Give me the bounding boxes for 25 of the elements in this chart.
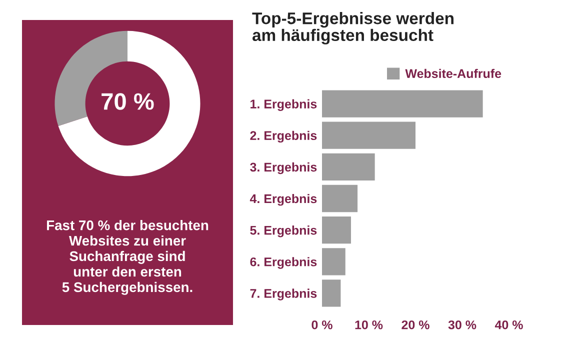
donut-slice xyxy=(58,30,200,176)
bar xyxy=(322,184,358,212)
bar xyxy=(322,216,351,244)
bar xyxy=(322,248,346,276)
y-tick-label: 6. Ergebnis xyxy=(250,257,317,269)
x-tick-label: 30 % xyxy=(448,320,476,330)
bar xyxy=(322,90,483,118)
y-tick-label: 1. Ergebnis xyxy=(250,99,317,111)
bar xyxy=(322,280,341,307)
x-tick-label: 10 % xyxy=(355,320,383,330)
legend-label: Website-Aufrufe xyxy=(405,68,502,78)
donut-slice xyxy=(54,30,128,126)
text: 70 % xyxy=(102,93,154,110)
bar xyxy=(322,122,416,149)
y-tick-label: 3. Ergebnis xyxy=(250,162,317,174)
y-tick-label: 2. Ergebnis xyxy=(250,130,317,143)
chart-title: Top-5-Ergebnisse werden am häufigsten besucht xyxy=(252,12,454,44)
y-tick-label: 4. Ergebnis xyxy=(250,194,317,206)
x-tick-label: 0 % xyxy=(312,320,332,330)
y-tick-label: 5. Ergebnis xyxy=(250,226,317,238)
y-tick-label: 7. Ergebnis xyxy=(250,288,317,300)
bar xyxy=(322,153,375,181)
x-tick-label: 40 % xyxy=(494,320,523,330)
text: Fast 70 % der besuchten Websites zu einer Suchanfrage sind unter den ersten 5 Suchergebnissen. xyxy=(47,220,208,295)
x-tick-label: 20 % xyxy=(402,320,430,330)
